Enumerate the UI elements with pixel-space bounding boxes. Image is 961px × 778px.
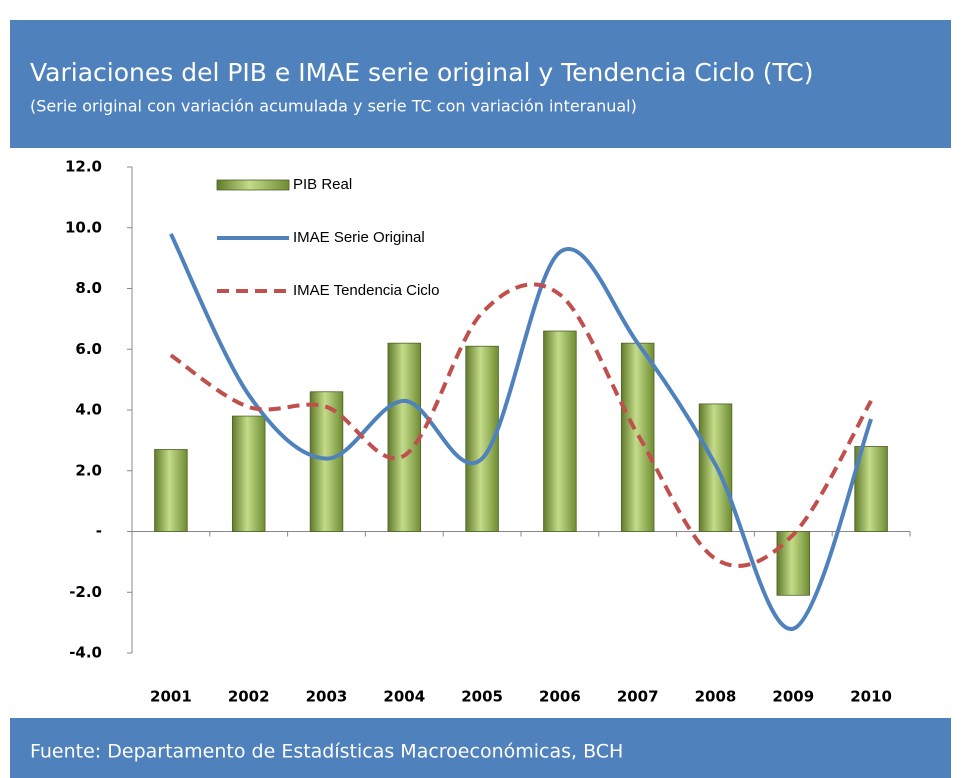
bar: [231, 415, 266, 532]
legend-label: IMAE Tendencia Ciclo: [293, 282, 439, 299]
x-tick-label: 2005: [461, 688, 503, 706]
x-tick-label: 2004: [383, 688, 425, 706]
y-tick-label: -4.0: [69, 644, 102, 662]
line: [169, 232, 873, 631]
bar: [309, 391, 344, 532]
legend-swatch: [216, 179, 290, 191]
bar: [776, 531, 811, 596]
y-tick-label: 2.0: [75, 461, 102, 479]
bar: [543, 330, 577, 532]
y-tick-label: 4.0: [75, 401, 102, 419]
y-tick-label: -2.0: [69, 583, 102, 601]
header-band: [10, 20, 951, 148]
chart-subtitle: (Serie original con variación acumulada …: [30, 97, 637, 116]
y-tick-label: 12.0: [65, 158, 102, 176]
legend-label: IMAE Serie Original: [293, 229, 425, 246]
x-tick-label: 2007: [617, 688, 659, 706]
x-tick-label: 2009: [772, 688, 814, 706]
chart-title: Variaciones del PIB e IMAE serie origina…: [30, 58, 814, 87]
x-tick-label: 2010: [850, 688, 892, 706]
bar: [154, 449, 188, 532]
x-tick-label: 2006: [539, 688, 581, 706]
y-tick-label: 6.0: [75, 340, 102, 358]
y-tick-label: 10.0: [65, 218, 102, 236]
footer-band: [10, 718, 951, 778]
legend-label: PIB Real: [293, 176, 352, 193]
x-tick-label: 2008: [695, 688, 737, 706]
y-tick-label: 8.0: [75, 279, 102, 297]
source: Fuente: Departamento de Estadísticas Mac…: [30, 741, 623, 763]
y-tick-label: -: [96, 522, 102, 540]
bar: [387, 342, 422, 532]
x-tick-label: 2003: [306, 688, 348, 706]
x-tick-label: 2001: [150, 688, 192, 706]
x-tick-label: 2002: [228, 688, 270, 706]
line: [169, 282, 873, 568]
